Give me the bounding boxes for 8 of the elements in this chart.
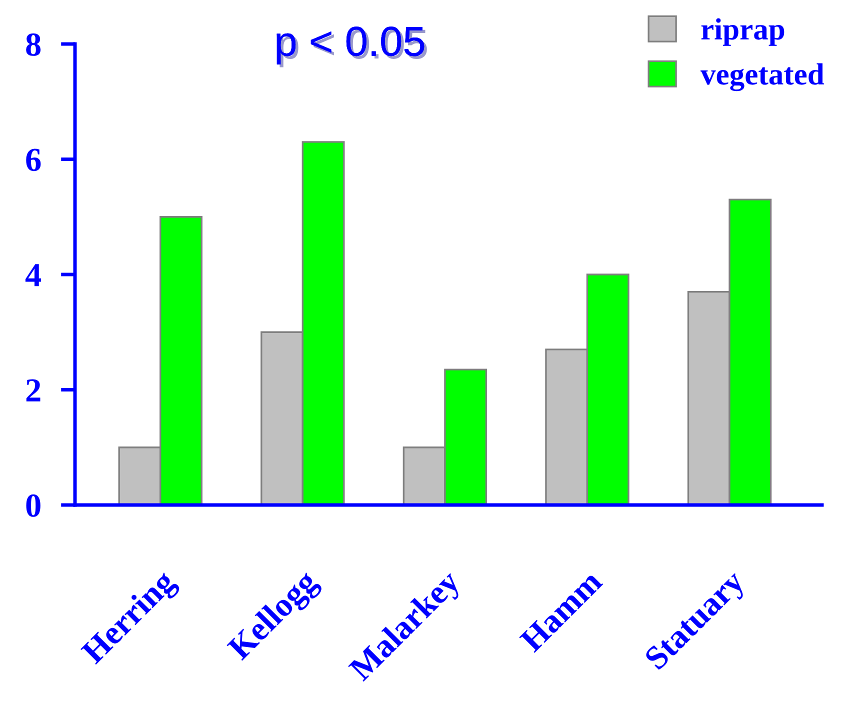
legend-label: riprap [701, 18, 784, 46]
y-tick-label: 4 [25, 264, 42, 286]
y-tick-label: 0 [26, 494, 40, 517]
legend-label: vegetated [700, 63, 824, 92]
annotation: p < 0.05 [276, 26, 427, 68]
y-tick-label: 2 [26, 379, 40, 402]
y-tick-label: 6 [26, 148, 41, 172]
y-tick-label: 8 [26, 33, 41, 56]
